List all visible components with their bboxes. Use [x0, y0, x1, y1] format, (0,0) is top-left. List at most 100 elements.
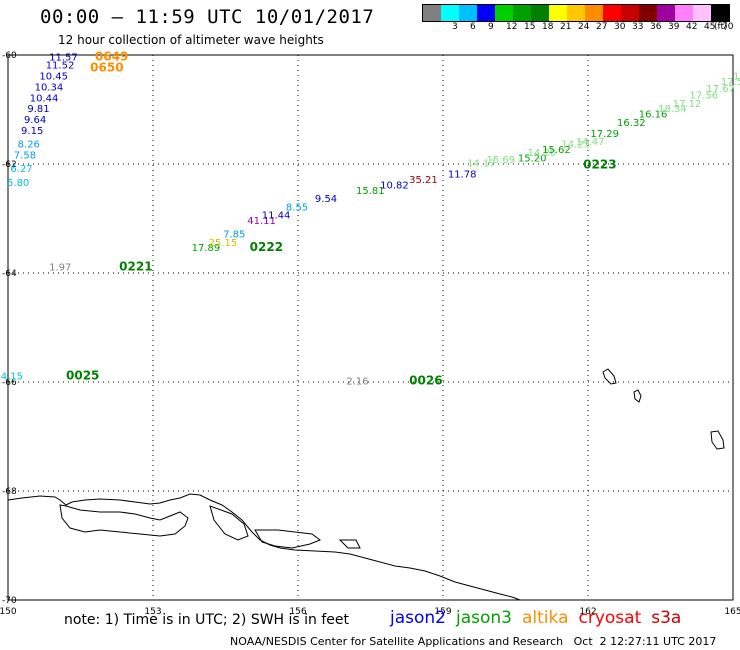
legend-swatch — [621, 5, 639, 21]
pass-time-label: 0650 — [90, 60, 123, 74]
swh-value: 14.20 — [528, 148, 557, 159]
swh-value: 16.16 — [639, 110, 668, 121]
lat-label: -64 — [2, 269, 17, 279]
legend-swatch — [459, 5, 477, 21]
swh-value: 17.12 — [673, 99, 702, 110]
lat-label: -68 — [2, 487, 17, 497]
legend-label: 15 — [524, 22, 536, 32]
swh-value: 11.57 — [49, 52, 78, 63]
swh-value: 14.23 — [561, 140, 590, 151]
ice-shelf — [338, 539, 361, 549]
legend: 3 6 9 12 15 18 21 24 27 30 33 36 39 42 45 70 (ft) — [422, 4, 734, 34]
swh-value: 7.58 — [14, 151, 36, 162]
legend-label: 42 — [686, 22, 698, 32]
legend-swatch — [675, 5, 693, 21]
legend-label: 33 — [632, 22, 644, 32]
swh-value: 15.62 — [542, 145, 571, 156]
legend-label: 45 — [704, 22, 716, 32]
legend-label: 9 — [488, 22, 494, 32]
pass-time-label: 0221 — [119, 259, 152, 273]
legend-label: 21 — [560, 22, 572, 32]
legend-label: 3 — [452, 22, 458, 32]
lon-label: 153 — [144, 607, 161, 617]
legend-swatch — [549, 5, 567, 21]
swh-value: 8.26 — [18, 140, 40, 151]
footer-credit: NOAA/NESDIS Center for Satellite Applica… — [230, 635, 717, 648]
swh-value: 14.47 — [576, 137, 605, 148]
swh-value: 15.20 — [518, 153, 547, 164]
pass-time-label: 0026 — [409, 374, 442, 388]
swh-value: 9.81 — [27, 104, 49, 115]
swh-value: 11.52 — [46, 61, 75, 72]
swh-value: 17.56 — [721, 77, 740, 88]
island — [602, 368, 617, 385]
page-subtitle: 12 hour collection of altimeter wave hei… — [58, 33, 324, 47]
swh-value: 9.64 — [24, 115, 46, 126]
swh-value: 17.67 — [706, 84, 735, 95]
legend-swatch — [603, 5, 621, 21]
legend-swatch — [495, 5, 513, 21]
satellite-name: altika — [522, 608, 569, 628]
pass-time-label: 0649 — [95, 49, 128, 63]
pass-time-label: 0025 — [66, 368, 99, 382]
lat-label: -60 — [2, 51, 17, 61]
swh-value: 15.69 — [487, 155, 516, 166]
swh-value: 9.54 — [315, 194, 337, 205]
satellite-name: jason2 — [390, 608, 446, 628]
swh-value: 15.81 — [356, 186, 385, 197]
ice-shelf — [209, 505, 249, 541]
legend-label: 6 — [470, 22, 476, 32]
swh-value: 2.16 — [346, 377, 368, 388]
swh-value: 25.15 — [209, 238, 238, 249]
ice-shelf — [59, 504, 189, 537]
swh-value: 18.34 — [658, 104, 687, 115]
swh-value: 10.34 — [35, 82, 64, 93]
swh-value: 17.56 — [690, 91, 719, 102]
legend-label: 70 — [722, 22, 734, 32]
swh-value: 41.11 — [247, 216, 276, 227]
lat-label: -70 — [2, 596, 17, 606]
ice-shelf — [254, 529, 322, 549]
satellite-name: cryosat — [578, 608, 642, 628]
legend-label: 39 — [668, 22, 680, 32]
legend-swatch — [441, 5, 459, 21]
lon-label: 165 — [724, 607, 740, 617]
lon-label: 159 — [434, 607, 451, 617]
satellite-name: s3a — [651, 608, 682, 628]
footer-note: note: 1) Time is in UTC; 2) SWH is in fe… — [64, 612, 350, 628]
swh-value: 16.32 — [617, 118, 646, 129]
swh-value: 6.27 — [10, 164, 32, 175]
swh-value: 10.44 — [30, 93, 59, 104]
pass-time-label: 0223 — [583, 157, 616, 171]
swh-value: 9.15 — [21, 126, 43, 137]
legend-label: 27 — [596, 22, 608, 32]
swh-value: 5.80 — [7, 178, 29, 189]
legend-swatch — [477, 5, 495, 21]
lat-label: -66 — [2, 378, 17, 388]
coastline — [7, 493, 521, 601]
lon-label: 162 — [579, 607, 596, 617]
swh-value: 4.15 — [1, 371, 23, 382]
legend-label: 24 — [578, 22, 590, 32]
swh-value: 35.21 — [409, 175, 438, 186]
swh-value: 14.17 — [467, 159, 496, 170]
legend-label: 18 — [542, 22, 554, 32]
swh-value: 1.97 — [49, 262, 71, 273]
swh-value: 10.82 — [380, 181, 409, 192]
legend-swatch — [423, 5, 441, 21]
island — [633, 389, 642, 403]
legend-swatch — [513, 5, 531, 21]
island — [710, 430, 725, 450]
legend-swatch — [585, 5, 603, 21]
legend-swatch — [639, 5, 657, 21]
legend-swatch — [711, 5, 729, 21]
lon-label: 156 — [289, 607, 306, 617]
swh-value: 10.45 — [39, 72, 68, 83]
swh-value: 7.85 — [223, 230, 245, 241]
legend-swatch — [693, 5, 711, 21]
swh-value: 11.44 — [262, 211, 291, 222]
swh-value: 11.78 — [448, 170, 477, 181]
legend-label: 30 — [614, 22, 626, 32]
